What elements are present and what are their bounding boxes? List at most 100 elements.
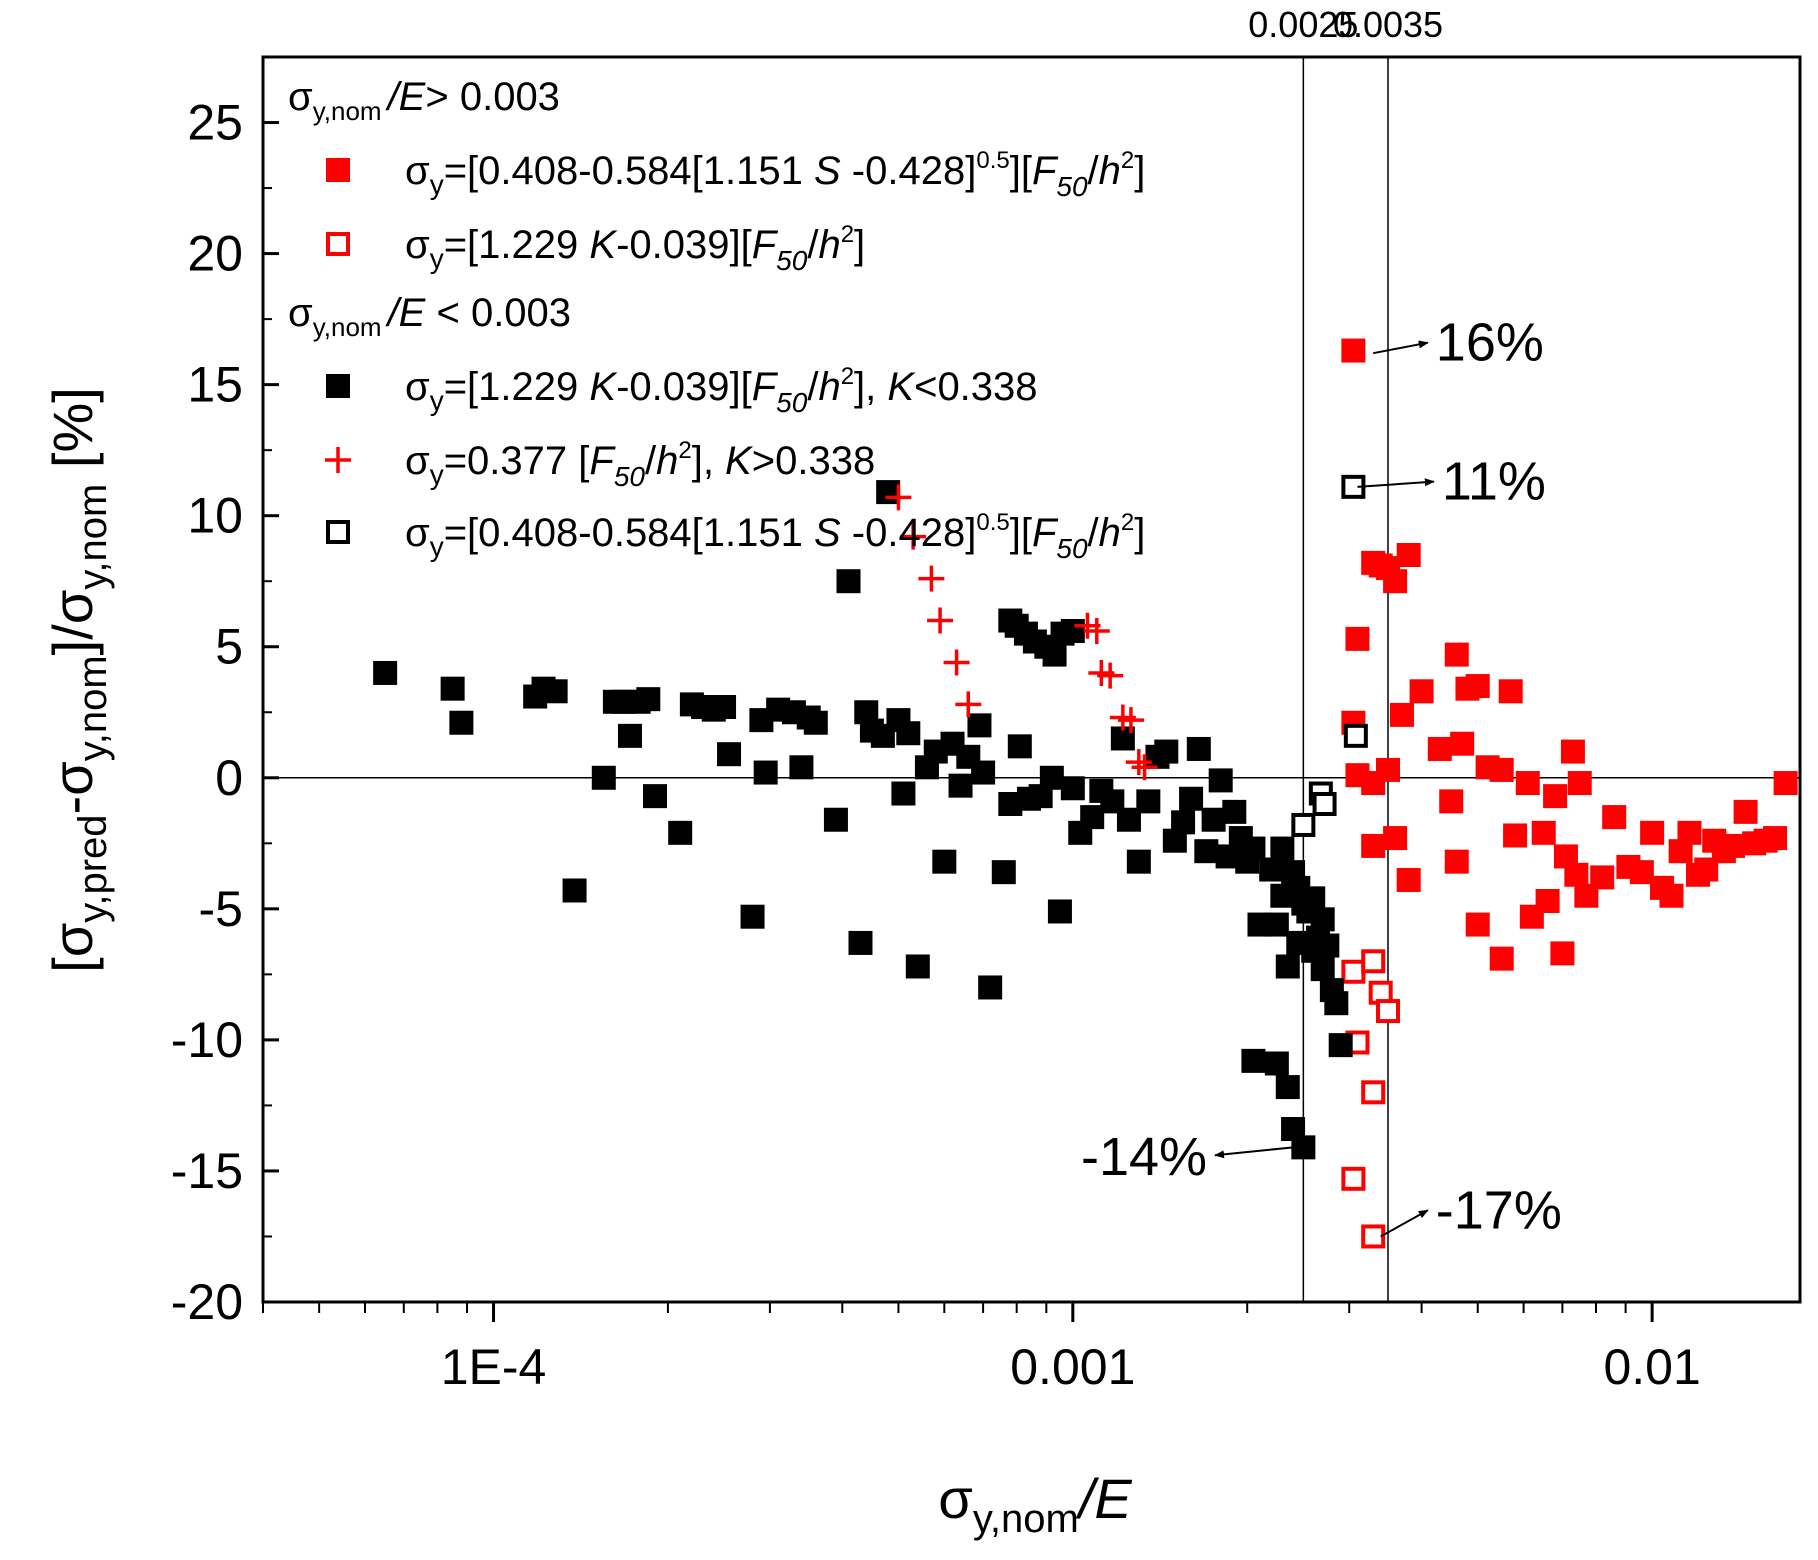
x-tick-label: 1E-4 (441, 1339, 547, 1395)
data-point (1097, 662, 1124, 689)
data-point (1241, 1048, 1266, 1073)
data-point (896, 721, 921, 746)
data-point (955, 691, 982, 718)
data-point (891, 781, 916, 806)
data-point (991, 860, 1016, 885)
data-point (712, 695, 737, 720)
data-point (1439, 789, 1464, 814)
data-point (617, 723, 642, 748)
data-point (1241, 836, 1266, 861)
axis-titles: σy,nom/E [σy,pred-σy,nom]/σy,nom [%] (41, 387, 1132, 1541)
legend-header: σy,nom/E> 0.003 (288, 75, 560, 126)
annotation-label: 11% (1442, 452, 1546, 512)
data-point (789, 755, 814, 780)
annotation-label: -14% (1081, 1127, 1207, 1187)
data-point (1498, 679, 1523, 704)
reference-line-label: 0.0035 (1333, 4, 1443, 45)
data-point (1264, 1051, 1289, 1076)
y-tick-label: 15 (187, 357, 243, 413)
data-point (1083, 618, 1110, 645)
data-point (1343, 723, 1368, 748)
data-point (1324, 991, 1349, 1016)
data-point (1376, 556, 1401, 581)
data-point (1361, 833, 1386, 858)
annotation-label: -17% (1436, 1180, 1562, 1240)
data-point (1396, 868, 1421, 893)
data-point (1763, 826, 1788, 851)
data-point (1543, 784, 1568, 809)
data-point (1677, 820, 1702, 845)
y-tick-label: 20 (187, 226, 243, 282)
data-point (1080, 805, 1105, 830)
data-point (1171, 810, 1196, 835)
data-point (1275, 1075, 1300, 1100)
data-point (1301, 938, 1326, 963)
data-point (1222, 799, 1247, 824)
data-point (823, 807, 848, 832)
data-point (1328, 1033, 1353, 1058)
data-point (1117, 707, 1144, 734)
legend-marker (326, 374, 350, 398)
legend-marker (326, 158, 350, 182)
data-point (1560, 739, 1585, 764)
y-tick-label: -20 (171, 1274, 243, 1330)
data-points (373, 338, 1798, 1249)
data-point (562, 878, 587, 903)
legend: σy,nom/E> 0.003 σy=[0.408-0.584[1.151 S -… (288, 75, 1145, 564)
data-point (1629, 860, 1654, 885)
data-point (1126, 849, 1151, 874)
legend-marker (326, 232, 350, 256)
data-point (1341, 959, 1366, 984)
data-point (1341, 338, 1366, 363)
data-point (1535, 888, 1560, 913)
x-tick-label: 0.001 (1010, 1339, 1135, 1395)
data-point (1567, 771, 1592, 796)
data-point (948, 773, 973, 798)
legend-marker (326, 520, 350, 544)
data-point (1275, 954, 1300, 979)
y-tick-label: -10 (171, 1012, 243, 1068)
data-point (1179, 786, 1204, 811)
annotation-arrow (1380, 1209, 1429, 1238)
data-point (753, 760, 778, 785)
data-point (1310, 907, 1335, 932)
plot-frame (261, 55, 1802, 1304)
data-point (740, 904, 765, 929)
data-point (836, 569, 861, 594)
legend-entry-label: σy=[1.229 K-0.039][F50/h2], K<0.338 (405, 363, 1038, 418)
annotation-arrow (1214, 1146, 1294, 1159)
reference-line-label: 0.0025 (1248, 4, 1358, 45)
data-point (1060, 776, 1085, 801)
data-point (1640, 820, 1665, 845)
data-point (1465, 674, 1490, 699)
data-point (543, 679, 568, 704)
data-point (1564, 862, 1589, 887)
data-point (1301, 886, 1326, 911)
data-point (668, 820, 693, 845)
data-point (1383, 826, 1408, 851)
annotation-arrow (1373, 340, 1429, 355)
data-point (803, 710, 828, 735)
data-point (1047, 899, 1072, 924)
data-point (1201, 807, 1226, 832)
legend-entry-label: σy=0.377 [F50/h2], K>0.338 (405, 437, 875, 492)
data-point (1396, 543, 1421, 567)
data-point (1060, 619, 1085, 644)
y-tick-label: -5 (199, 881, 243, 937)
data-point (1361, 1080, 1386, 1105)
data-point (1039, 765, 1064, 790)
data-point (1361, 1224, 1386, 1249)
data-point (967, 713, 992, 738)
y-tick-label: 5 (215, 619, 243, 675)
data-point (1376, 999, 1401, 1024)
data-point (1376, 757, 1401, 782)
axes: 25 20 15 10 5 0 -5 -10 -15 -20 1E-4 0.001 0.01 (171, 56, 1701, 1395)
data-point (848, 930, 873, 955)
data-point (1450, 731, 1475, 756)
data-point (1503, 823, 1528, 848)
data-point (1312, 792, 1337, 816)
data-point (1186, 736, 1211, 761)
data-point (440, 676, 465, 701)
